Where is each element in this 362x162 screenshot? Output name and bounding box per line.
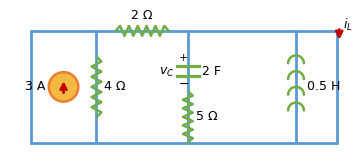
- Text: 5 Ω: 5 Ω: [196, 110, 217, 123]
- Text: 0.5 H: 0.5 H: [307, 80, 340, 93]
- Text: 4 Ω: 4 Ω: [104, 80, 126, 93]
- Text: $i_L$: $i_L$: [343, 17, 353, 33]
- Text: $v_C$: $v_C$: [159, 66, 174, 79]
- Text: +: +: [179, 53, 189, 63]
- Text: 2 F: 2 F: [202, 65, 221, 78]
- Text: −: −: [179, 77, 189, 90]
- Text: 3 A: 3 A: [25, 80, 46, 93]
- Circle shape: [49, 72, 78, 102]
- Text: 2 Ω: 2 Ω: [131, 9, 153, 22]
